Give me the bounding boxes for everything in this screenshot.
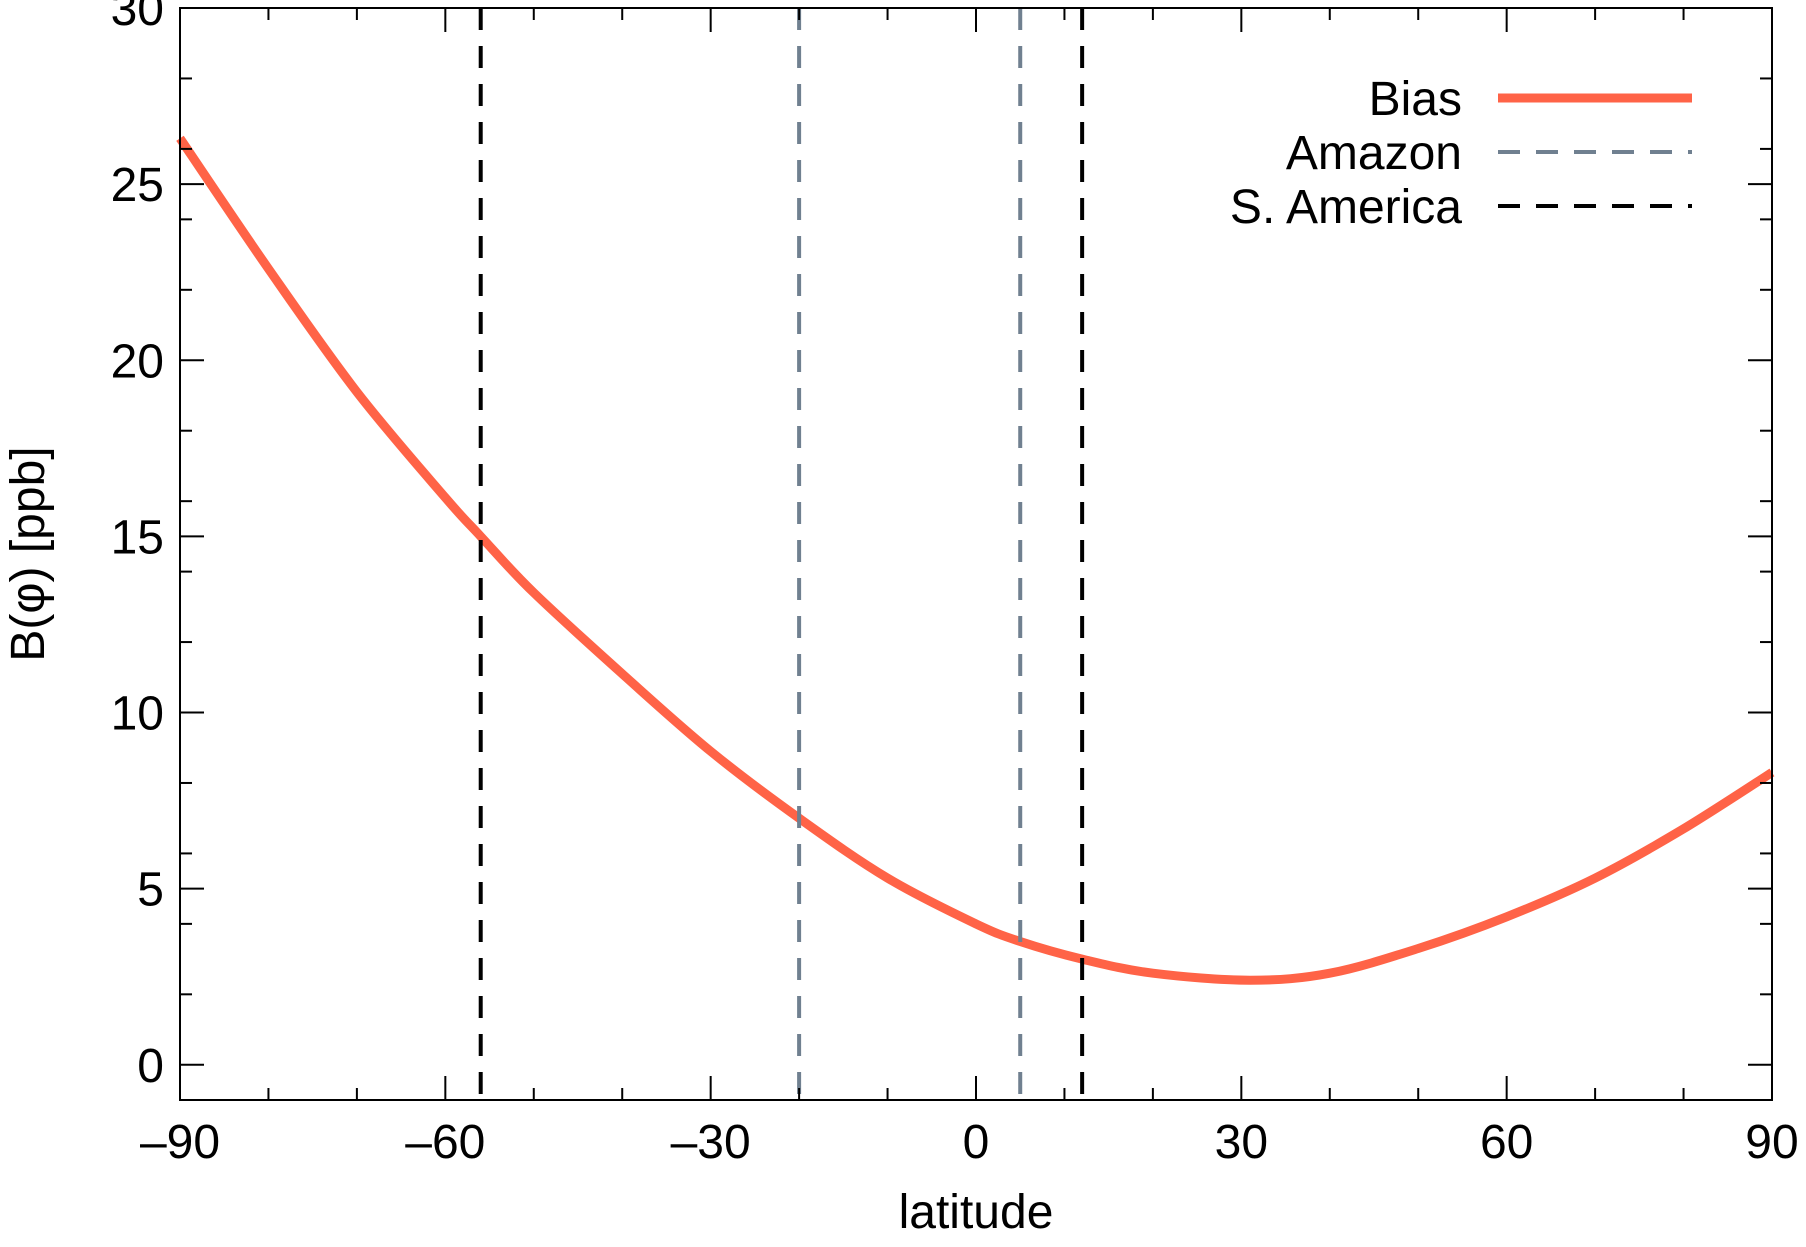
x-tick-label: 60 (1480, 1116, 1533, 1169)
axis-ticks (179, 7, 1773, 1100)
x-tick-label: 30 (1215, 1116, 1268, 1169)
y-tick-label: 0 (137, 1040, 164, 1093)
x-tick-label: –90 (140, 1116, 220, 1169)
y-axis-label: B(φ) [ppb] (2, 446, 55, 661)
series-line-bias (176, 135, 1775, 985)
x-axis-label: latitude (899, 1186, 1054, 1239)
y-tick-label: 20 (111, 335, 164, 388)
tick-labels: –90 –60 –30 0 30 60 90 0 5 10 15 20 25 30 (111, 0, 1799, 1169)
y-tick-label: 15 (111, 511, 164, 564)
legend-label-bias: Bias (1369, 73, 1462, 126)
y-tick-label: 30 (111, 0, 164, 36)
y-tick-label: 10 (111, 688, 164, 741)
x-tick-label: –60 (405, 1116, 485, 1169)
legend-label-s-america: S. America (1230, 181, 1462, 234)
legend-label-amazon: Amazon (1286, 127, 1462, 180)
x-tick-label: 0 (963, 1116, 990, 1169)
y-tick-label: 5 (137, 864, 164, 917)
plot-lines (176, 8, 1775, 1100)
x-tick-label: –30 (671, 1116, 751, 1169)
plot-frame (179, 7, 1773, 1101)
x-tick-label: 90 (1745, 1116, 1798, 1169)
y-tick-label: 25 (111, 159, 164, 212)
